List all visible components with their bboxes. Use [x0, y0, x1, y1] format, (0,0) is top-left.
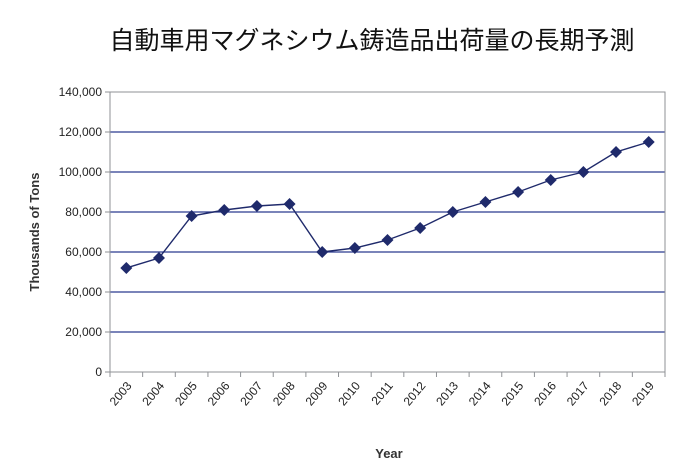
x-tick-label: 2010 [335, 379, 363, 409]
x-tick-label: 2018 [596, 379, 624, 409]
data-point-marker [512, 186, 525, 198]
y-tick-label: 120,000 [59, 125, 103, 139]
chart-title: 自動車用マグネシウム鋳造品出荷量の長期予測 [109, 26, 634, 55]
x-tick-label: 2012 [401, 379, 429, 409]
data-point-marker [479, 196, 492, 208]
data-point-marker [120, 262, 133, 274]
y-axis-ticks: 0 20,000 40,000 60,000 80,000 100,000 120,000 1… [59, 85, 110, 379]
data-point-marker [610, 146, 623, 158]
x-tick-label: 2004 [139, 379, 167, 409]
data-point-marker [414, 222, 427, 234]
data-point-marker [283, 198, 296, 210]
data-point-marker [381, 234, 394, 246]
x-tick-label: 2003 [107, 379, 135, 409]
y-tick-label: 0 [95, 365, 102, 379]
plot-frame [109, 91, 666, 373]
y-tick-label: 140,000 [59, 85, 103, 99]
x-tick-label: 2009 [303, 379, 331, 409]
data-point-marker [544, 174, 557, 186]
data-point-marker [446, 206, 459, 218]
data-point-marker [348, 242, 361, 254]
x-tick-label: 2013 [433, 379, 461, 409]
x-tick-label: 2015 [498, 379, 526, 409]
x-tick-label: 2016 [531, 379, 559, 409]
x-tick-label: 2017 [564, 379, 592, 409]
data-point-marker [642, 136, 655, 148]
data-point-marker [185, 210, 198, 222]
x-tick-label: 2007 [237, 379, 265, 409]
y-axis-label: Thousands of Tons [27, 173, 42, 292]
x-axis-ticks: 2003 2004 2005 2006 2007 2008 2009 2010 2011 2012… [107, 372, 666, 409]
y-tick-label: 100,000 [59, 165, 103, 179]
series-markers [120, 136, 655, 274]
data-point-marker [316, 246, 329, 258]
x-tick-label: 2011 [368, 379, 396, 408]
x-tick-label: 2006 [205, 379, 233, 409]
y-tick-label: 40,000 [65, 285, 102, 299]
data-point-marker [577, 166, 590, 178]
x-tick-label: 2014 [466, 379, 494, 409]
x-tick-label: 2008 [270, 379, 298, 409]
y-tick-label: 80,000 [65, 205, 102, 219]
series-line [126, 141, 649, 269]
y-tick-label: 60,000 [65, 245, 102, 259]
data-point-marker [152, 252, 165, 264]
x-tick-label: 2019 [629, 379, 657, 409]
data-point-marker [250, 200, 263, 212]
x-axis-label: Year [375, 446, 402, 461]
y-tick-label: 20,000 [65, 325, 102, 339]
x-tick-label: 2005 [172, 379, 200, 409]
data-point-marker [218, 204, 231, 216]
grid-lines [110, 131, 665, 333]
